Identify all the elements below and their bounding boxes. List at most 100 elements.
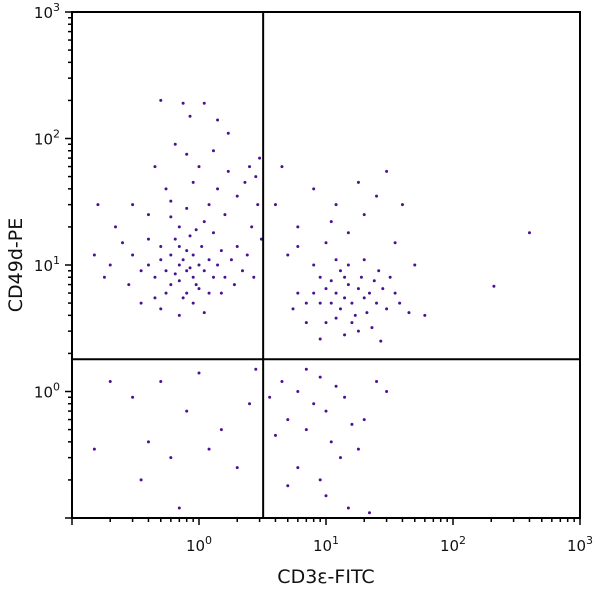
data-point bbox=[334, 258, 338, 262]
data-point bbox=[334, 384, 338, 388]
data-point bbox=[159, 307, 163, 311]
data-point bbox=[356, 180, 360, 184]
data-point bbox=[407, 311, 411, 315]
data-point bbox=[400, 203, 404, 207]
data-point bbox=[207, 447, 211, 451]
data-point bbox=[202, 101, 206, 105]
data-point bbox=[202, 220, 206, 224]
data-point bbox=[164, 269, 168, 273]
data-point bbox=[159, 98, 163, 102]
y-tick-labels: 100 101 102 103 bbox=[34, 1, 60, 402]
axis-ticks bbox=[65, 11, 581, 525]
data-point bbox=[248, 165, 252, 169]
data-point bbox=[338, 456, 342, 460]
data-point bbox=[216, 263, 220, 267]
data-point bbox=[359, 275, 363, 279]
data-point bbox=[92, 253, 96, 257]
data-point bbox=[329, 440, 333, 444]
data-point bbox=[259, 237, 263, 241]
data-point bbox=[312, 291, 316, 295]
data-point bbox=[211, 149, 215, 153]
data-point bbox=[318, 275, 322, 279]
data-point bbox=[329, 301, 333, 305]
data-point bbox=[159, 379, 163, 383]
data-point bbox=[413, 263, 417, 267]
data-point bbox=[250, 225, 254, 229]
data-point bbox=[385, 390, 389, 393]
data-point bbox=[423, 313, 427, 317]
data-point bbox=[362, 296, 366, 300]
data-point bbox=[334, 203, 338, 207]
data-point bbox=[304, 321, 308, 325]
data-point bbox=[329, 220, 333, 224]
data-point bbox=[350, 321, 354, 325]
data-point bbox=[268, 395, 272, 399]
data-point bbox=[243, 180, 247, 184]
data-point bbox=[185, 269, 189, 273]
data-point bbox=[375, 379, 379, 383]
data-point bbox=[385, 307, 389, 311]
data-point bbox=[146, 213, 150, 217]
data-point bbox=[256, 203, 260, 207]
data-point bbox=[223, 275, 227, 279]
data-point bbox=[258, 156, 262, 160]
y-tick-label: 101 bbox=[34, 254, 60, 275]
data-point bbox=[216, 187, 220, 191]
data-point bbox=[207, 291, 211, 295]
data-point bbox=[346, 263, 350, 267]
data-point bbox=[346, 283, 350, 287]
data-point bbox=[367, 291, 371, 295]
data-point bbox=[343, 333, 347, 337]
data-point bbox=[240, 269, 244, 273]
x-axis-title: CD3ε-FITC bbox=[277, 566, 374, 588]
data-point bbox=[153, 165, 157, 169]
data-point bbox=[362, 258, 366, 262]
data-point bbox=[173, 272, 177, 276]
data-point bbox=[146, 440, 150, 444]
data-point bbox=[169, 253, 173, 257]
data-point bbox=[393, 241, 397, 245]
data-point bbox=[131, 203, 135, 207]
data-point bbox=[350, 301, 354, 305]
data-point bbox=[235, 245, 239, 249]
data-point bbox=[235, 194, 239, 198]
data-point bbox=[211, 275, 215, 279]
x-tick-label: 103 bbox=[567, 534, 593, 555]
data-point bbox=[248, 402, 252, 406]
data-point bbox=[173, 237, 177, 241]
data-point bbox=[146, 237, 150, 241]
data-point bbox=[191, 275, 195, 279]
data-point bbox=[375, 301, 379, 305]
data-point bbox=[286, 484, 290, 488]
data-point bbox=[318, 375, 322, 379]
data-point bbox=[139, 269, 143, 273]
data-point bbox=[252, 275, 256, 279]
data-point bbox=[398, 301, 402, 305]
data-point bbox=[377, 269, 381, 273]
data-point bbox=[338, 307, 342, 311]
data-point bbox=[229, 258, 233, 262]
data-point bbox=[296, 245, 300, 249]
data-point bbox=[286, 418, 290, 422]
data-point bbox=[226, 131, 230, 135]
data-point bbox=[113, 225, 117, 229]
data-point bbox=[318, 337, 322, 341]
x-tick-labels: 100 101 102 103 bbox=[186, 534, 593, 555]
data-point bbox=[177, 245, 181, 249]
data-point bbox=[343, 296, 347, 300]
data-point bbox=[211, 231, 215, 235]
data-point bbox=[108, 263, 112, 267]
data-point bbox=[334, 316, 338, 320]
data-point bbox=[329, 279, 333, 283]
x-tick-label: 101 bbox=[313, 534, 339, 555]
data-point bbox=[381, 287, 385, 291]
data-point bbox=[291, 307, 295, 311]
data-point bbox=[318, 301, 322, 305]
data-point bbox=[286, 253, 290, 257]
data-point bbox=[296, 291, 300, 295]
data-point bbox=[169, 283, 173, 287]
data-point bbox=[245, 253, 249, 257]
data-point bbox=[177, 279, 181, 283]
data-point bbox=[177, 313, 181, 317]
